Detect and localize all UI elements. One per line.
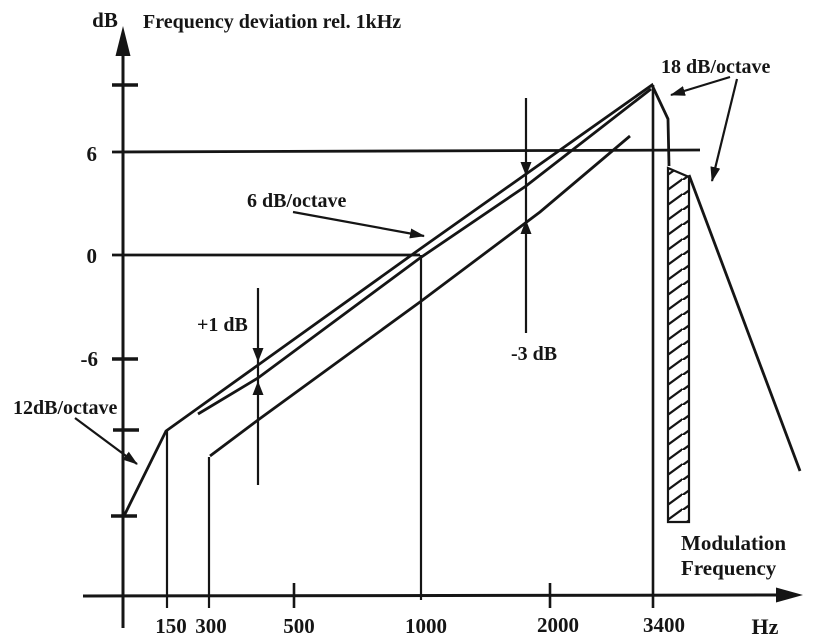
rolloff-18db-line [687,174,802,472]
y-gridline-6db [111,148,701,154]
tol-plus-label: +1 dB [197,314,248,336]
nominal-curve [197,87,652,416]
tol-minus-up-arrowhead-icon [520,220,532,234]
chart-title: Frequency deviation rel. 1kHz [143,11,401,33]
slope-low-label: 12dB/octave [13,397,118,419]
tol-plus-up-arrowhead-icon [252,381,264,395]
slope-high-arrow-1 [670,75,731,97]
x-axis-arrowhead-icon [776,587,803,603]
x-tick-label-2000: 2000 [537,613,579,637]
upper-limit-curve [122,82,671,517]
y-axis-unit-label: dB [92,8,118,32]
x-tick-label-500: 500 [283,614,315,638]
modulation-frequency-label-line1: Modulation [681,531,786,555]
slope-main-arrow [292,210,425,239]
lower-limit-curve [209,134,631,458]
x-tick-label-1000: 1000 [405,614,447,638]
x-tick-label-3400: 3400 [643,613,685,637]
modulation-frequency-label-line2: Frequency [681,556,777,580]
y-tick-label-6: 6 [87,142,98,166]
slope-low-arrow [74,417,138,465]
slope-high-arrow-2 [710,78,739,182]
tol-plus-down-arrowhead-icon [252,348,264,362]
x-tick-label-300: 300 [195,614,227,638]
modulation-limit-hatched-bar [666,166,691,524]
tol-minus-down-arrowhead-icon [520,162,532,176]
x-tick-label-150: 150 [155,614,187,638]
x-axis-line [82,593,787,598]
y-tick-label-0: 0 [87,244,98,268]
x-axis-unit-label: Hz [752,614,779,639]
y-tick-label-minus6: -6 [81,347,99,371]
y-axis-arrowhead-icon [115,26,131,56]
slope-main-label: 6 dB/octave [247,190,347,212]
slope-high-label: 18 dB/octave [661,56,771,78]
tol-minus-label: -3 dB [511,343,557,365]
